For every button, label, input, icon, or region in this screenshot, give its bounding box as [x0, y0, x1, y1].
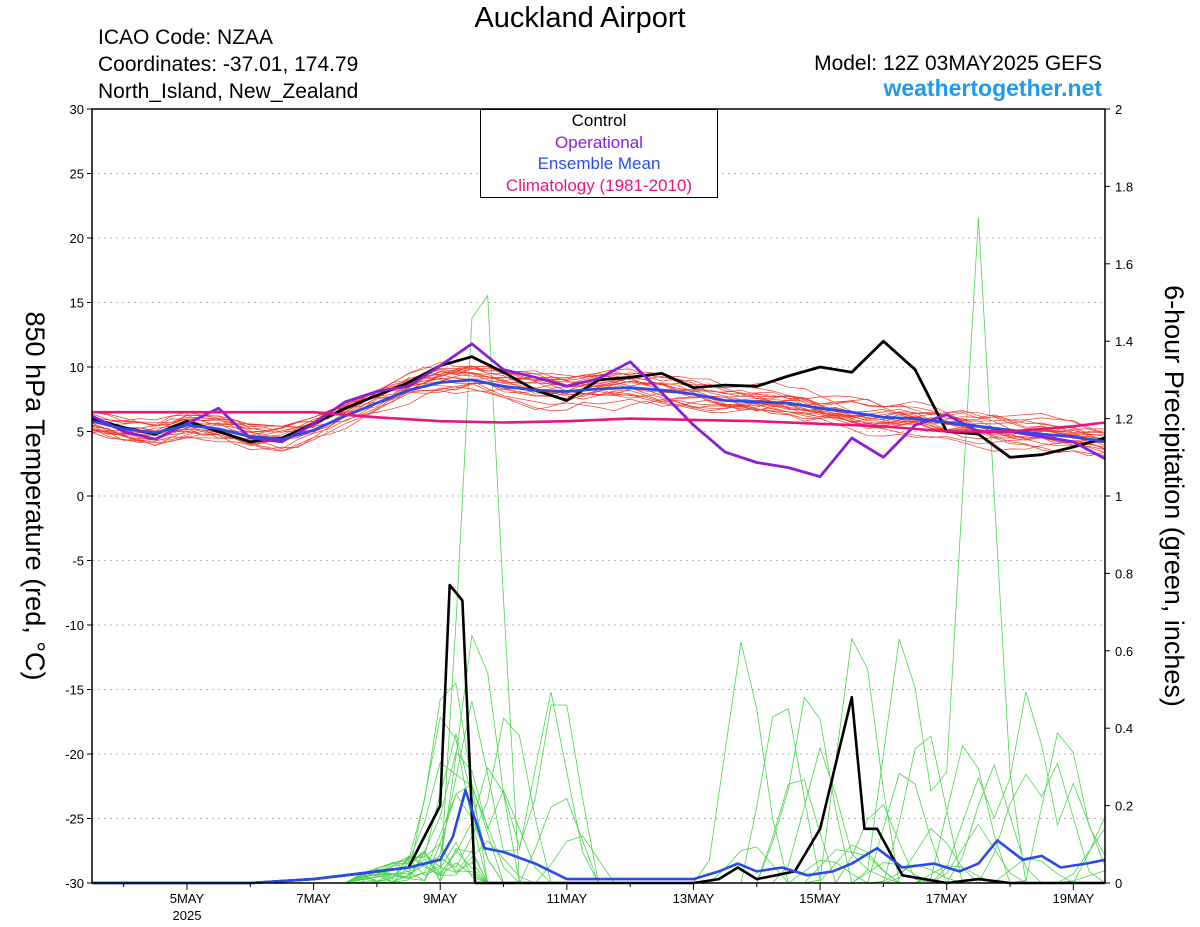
chart-title: Auckland Airport [474, 2, 686, 34]
y-right-tick-label: 1 [1115, 489, 1122, 504]
y-right-tick-label: 2 [1115, 102, 1122, 117]
y-left-tick-label: 10 [70, 360, 84, 375]
x-tick-label: 7MAY [296, 891, 331, 906]
temperature-member-line [91, 378, 1106, 440]
precip-member-line [92, 733, 1106, 884]
y-left-tick-label: -20 [65, 747, 84, 762]
precip-member-line [92, 642, 1105, 884]
x-tick-label: 11MAY [546, 891, 587, 906]
precip-member-line [92, 763, 1105, 884]
y-right-tick-label: 0 [1115, 876, 1122, 891]
temperature-member-line [91, 377, 1106, 453]
legend: Control Operational Ensemble Mean Climat… [480, 109, 718, 198]
precip-member-line [92, 217, 1105, 884]
y-left-tick-label: -30 [65, 876, 84, 891]
y-left-tick-label: 25 [70, 167, 84, 182]
x-tick-label: 13MAY [673, 891, 715, 906]
precip-ensemble-members [92, 217, 1106, 884]
precip-member-line [92, 761, 1105, 884]
coordinates: Coordinates: -37.01, 174.79 [98, 53, 359, 76]
y-right-tick-label: 1.2 [1115, 412, 1133, 427]
precip-member-line [92, 691, 1106, 884]
axis-labels: 302520151050-5-10-15-20-25-3021.81.61.41… [20, 102, 1189, 923]
y-left-tick-label: 0 [77, 489, 84, 504]
y-left-tick-label: 30 [70, 102, 84, 117]
website-link[interactable]: weathertogether.net [883, 75, 1102, 101]
y-left-tick-label: 15 [70, 296, 84, 311]
y-right-tick-label: 0.2 [1115, 799, 1133, 814]
legend-entry-operational: Operational [555, 132, 643, 152]
y-left-tick-label: 5 [77, 425, 84, 440]
y-right-tick-label: 1.4 [1115, 334, 1133, 349]
legend-entry-ensemble-mean: Ensemble Mean [537, 154, 661, 173]
precip-member-line [92, 633, 1106, 884]
temperature-member-line [91, 366, 1106, 436]
y-left-tick-label: -15 [65, 683, 84, 698]
precip-member-line [92, 716, 1105, 884]
precip-member-line [92, 637, 1106, 884]
temperature-climatology-line [92, 410, 1106, 433]
temperature-operational-line [91, 342, 1106, 479]
temperature-member-line [91, 366, 1106, 442]
temperature-ensemble-members [91, 361, 1106, 457]
temperature-ensemble-mean-line [91, 378, 1106, 444]
region: North_Island, New_Zealand [98, 80, 359, 103]
y-right-tick-label: 0.6 [1115, 644, 1133, 659]
precip-member-line [92, 704, 1105, 884]
y-left-tick-label: 20 [70, 231, 84, 246]
x-tick-label: 5MAY [170, 891, 205, 906]
y-right-tick-label: 0.4 [1115, 721, 1133, 736]
y-right-tick-label: 1.6 [1115, 257, 1133, 272]
y-left-tick-label: -25 [65, 812, 84, 827]
x-tick-label: 17MAY [926, 891, 968, 906]
y-right-tick-label: 0.8 [1115, 566, 1133, 581]
precip-member-line [92, 696, 1105, 884]
y-right-axis-title: 6-hour Precipitation (green, inches) [1159, 285, 1189, 707]
main-series-lines [91, 339, 1106, 885]
precip-member-line [92, 744, 1105, 884]
precip-member-line [92, 691, 1105, 884]
x-tick-label: 15MAY [799, 891, 841, 906]
x-year-label: 2025 [173, 908, 202, 923]
icao-code: ICAO Code: NZAA [98, 26, 274, 49]
legend-entry-climatology: Climatology (1981-2010) [505, 175, 693, 195]
x-tick-label: 19MAY [1053, 891, 1095, 906]
model-run: Model: 12Z 03MAY2025 GEFS [814, 52, 1102, 75]
legend-entry-control: Control [571, 111, 627, 130]
y-right-tick-label: 1.8 [1115, 179, 1133, 194]
y-left-tick-label: -10 [65, 618, 84, 633]
grid [92, 173, 1105, 819]
precip-member-line [92, 707, 1105, 884]
precip-member-line [92, 731, 1106, 884]
y-left-axis-title: 850 hPa Temperature (red, °C) [20, 312, 50, 681]
x-tick-label: 9MAY [423, 891, 458, 906]
precip-member-line [92, 717, 1105, 884]
axes [87, 108, 1110, 890]
precip-ensemble-mean-line [92, 788, 1106, 885]
y-left-tick-label: -5 [72, 554, 84, 569]
